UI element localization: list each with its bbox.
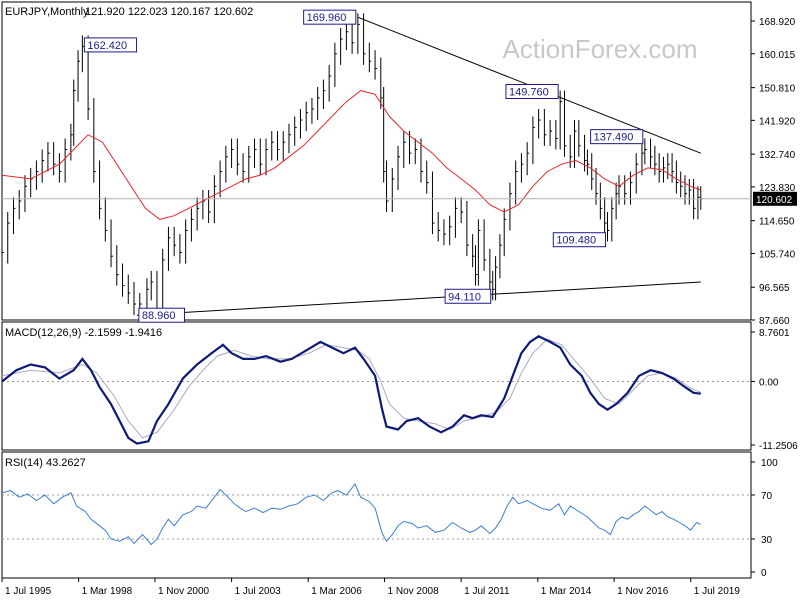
price-annotation-box xyxy=(552,232,607,248)
price-annotation-box xyxy=(444,288,492,304)
price-axis-label: 105.740 xyxy=(759,249,796,260)
price-annotation-label: 137.490 xyxy=(594,132,634,144)
ohlc-values: 121.920 122.023 120.167 120.602 xyxy=(85,6,253,18)
rsi-axis-label: 100 xyxy=(761,458,778,469)
macd-axis-label: 8.7601 xyxy=(759,328,790,339)
price-panel-frame xyxy=(1,1,752,321)
price-axis-label: 141.920 xyxy=(759,116,796,127)
time-axis-label: 1 Nov 2008 xyxy=(388,586,440,597)
price-annotation-box xyxy=(303,9,357,25)
price-annotation-box xyxy=(138,307,185,323)
rsi-axis-label: 0 xyxy=(761,568,767,579)
price-annotation-box xyxy=(83,37,138,53)
macd-line xyxy=(1,335,701,445)
last-price-tag xyxy=(753,191,797,206)
rsi-axis-label: 30 xyxy=(761,535,773,546)
price-annotation-label: 149.760 xyxy=(509,87,549,99)
price-axis-label: 96.565 xyxy=(759,283,790,294)
time-axis-label: 1 Mar 2006 xyxy=(311,586,362,597)
price-layer: 162.420 169.960 88.960 149.760 137.490 94.110… xyxy=(1,9,751,323)
last-price-label: 120.602 xyxy=(756,195,793,206)
time-axis-label: 1 Mar 2014 xyxy=(541,586,592,597)
time-axis-label: 1 Jul 1995 xyxy=(5,586,52,597)
time-axis-label: 1 Jul 2011 xyxy=(464,586,510,597)
price-annotation-label: 169.960 xyxy=(307,12,347,24)
price-axis-label: 168.920 xyxy=(759,17,796,28)
time-axis-label: 1 Mar 1998 xyxy=(82,586,133,597)
macd-panel-frame xyxy=(1,321,752,451)
rsi-title: RSI(14) 43.2627 xyxy=(5,457,86,469)
time-axis-label: 1 Nov 2016 xyxy=(617,586,669,597)
price-annotation-box xyxy=(505,84,559,100)
time-axis-label: 1 Nov 2000 xyxy=(158,586,210,597)
price-axis-label: 87.660 xyxy=(759,316,790,327)
price-axis-label: 150.810 xyxy=(759,84,796,95)
price-annotation-label: 94.110 xyxy=(448,291,481,303)
price-annotation-label: 88.960 xyxy=(142,310,176,322)
rsi-panel-frame xyxy=(1,451,752,579)
lower-trendline xyxy=(136,281,701,316)
price-annotation-box xyxy=(590,129,644,145)
macd-signal-line xyxy=(1,338,701,439)
symbol-label: EURJPY,Monthly xyxy=(5,6,89,18)
watermark-text: ActionForex.com xyxy=(502,34,697,64)
price-axis-label: 160.015 xyxy=(759,50,796,61)
price-axis-label: 114.650 xyxy=(759,217,795,228)
price-annotation-label: 162.420 xyxy=(87,40,127,52)
time-axis-label: 1 Jul 2019 xyxy=(694,586,741,597)
time-axis-label: 1 Jul 2003 xyxy=(235,586,282,597)
price-annotation-label: 109.480 xyxy=(556,235,596,247)
axis-layer: 168.920 160.015 150.810 141.920 132.740 123.8… xyxy=(1,17,798,597)
price-axis-label: 123.830 xyxy=(759,183,796,194)
rsi-layer xyxy=(1,483,751,546)
macd-title: MACD(12,26,9) -2.1599 -1.9416 xyxy=(5,327,162,339)
macd-axis-label: 0.00 xyxy=(759,377,779,388)
macd-axis-label: -11.2506 xyxy=(759,441,798,452)
moving-average-line xyxy=(1,90,701,220)
macd-layer xyxy=(1,335,751,445)
rsi-line xyxy=(1,483,702,546)
price-axis-label: 132.740 xyxy=(759,150,796,161)
rsi-axis-label: 70 xyxy=(761,491,773,502)
